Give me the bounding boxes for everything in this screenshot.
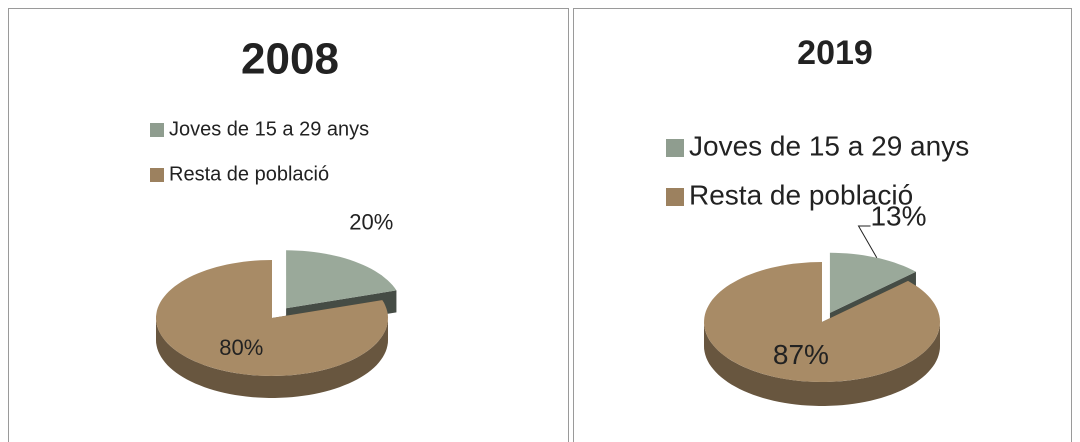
legend-swatch	[666, 139, 684, 157]
legend-label: Resta de població	[689, 179, 913, 210]
legend-label: Resta de població	[169, 163, 329, 185]
legend-swatch	[150, 168, 164, 182]
data-label: 87%	[773, 339, 829, 370]
slice-side	[156, 318, 388, 398]
slice-top	[829, 252, 916, 313]
legend-swatch	[666, 188, 684, 206]
panel-border	[8, 8, 569, 442]
data-label: 80%	[219, 335, 263, 360]
data-label: 13%	[870, 200, 926, 231]
panel-border	[573, 8, 1072, 442]
legend-label: Joves de 15 a 29 anys	[689, 130, 969, 161]
leader-line	[857, 225, 878, 259]
pie-slice	[156, 260, 388, 398]
chart-title: 2019	[797, 34, 873, 72]
legend-label: Joves de 15 a 29 anys	[169, 118, 369, 140]
chart-title: 2008	[241, 35, 339, 84]
pie-slice	[704, 262, 940, 406]
slice-top	[704, 262, 940, 382]
data-label: 20%	[349, 209, 393, 234]
slice-top	[156, 260, 388, 376]
legend-swatch	[150, 123, 164, 137]
slice-top	[286, 250, 397, 309]
slice-side	[704, 322, 940, 406]
